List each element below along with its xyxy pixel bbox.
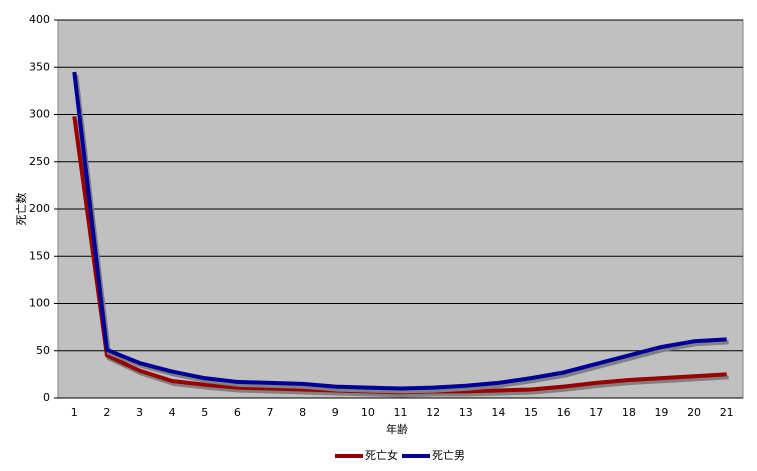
x-tick-label: 6 <box>234 406 241 419</box>
line <box>72 71 727 391</box>
x-tick-label: 15 <box>524 406 538 419</box>
y-tick-label: 50 <box>36 344 50 357</box>
legend-label: 死亡男 <box>432 448 465 462</box>
x-tick-label: 1 <box>71 406 78 419</box>
y-tick-label: 200 <box>29 202 50 215</box>
x-axis-label: 年齢 <box>386 422 408 436</box>
y-tick-label: 350 <box>29 60 50 73</box>
y-tick-label: 250 <box>29 155 50 168</box>
x-tick-label: 12 <box>426 406 440 419</box>
x-tick-label: 14 <box>491 406 505 419</box>
x-tick-label: 5 <box>201 406 208 419</box>
y-tick-label: 400 <box>29 13 50 26</box>
x-tick-label: 11 <box>394 406 408 419</box>
x-tick-label: 18 <box>622 406 636 419</box>
x-tick-label: 13 <box>459 406 473 419</box>
x-tick-label: 19 <box>654 406 668 419</box>
x-tick-label: 3 <box>136 406 143 419</box>
x-tick-label: 2 <box>103 406 110 419</box>
y-tick-label: 300 <box>29 108 50 121</box>
x-tick-label: 16 <box>557 406 571 419</box>
x-tick-label: 20 <box>687 406 701 419</box>
legend-label: 死亡女 <box>365 448 398 462</box>
y-axis-label: 死亡数 <box>14 193 28 226</box>
x-tick-label: 8 <box>299 406 306 419</box>
x-tick-label: 4 <box>169 406 176 419</box>
x-tick-label: 9 <box>332 406 339 419</box>
line-shadow <box>74 119 729 398</box>
x-tick-label: 10 <box>361 406 375 419</box>
y-tick-label: 150 <box>29 249 50 262</box>
x-tick-label: 17 <box>589 406 603 419</box>
x-tick-label: 21 <box>720 406 734 419</box>
y-tick-label: 100 <box>29 297 50 310</box>
line-shadow <box>74 74 729 394</box>
x-tick-label: 7 <box>267 406 274 419</box>
y-tick-label: 0 <box>43 391 50 404</box>
